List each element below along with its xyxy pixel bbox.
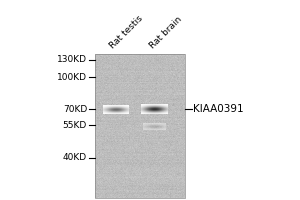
Text: 130KD: 130KD — [57, 55, 87, 64]
Text: 70KD: 70KD — [63, 105, 87, 114]
Bar — [94, 54, 184, 198]
Text: KIAA0391: KIAA0391 — [194, 104, 244, 114]
Text: Rat testis: Rat testis — [108, 13, 144, 50]
Text: 55KD: 55KD — [63, 120, 87, 130]
Text: 40KD: 40KD — [63, 154, 87, 162]
Text: Rat brain: Rat brain — [148, 14, 184, 50]
Text: 100KD: 100KD — [57, 72, 87, 82]
